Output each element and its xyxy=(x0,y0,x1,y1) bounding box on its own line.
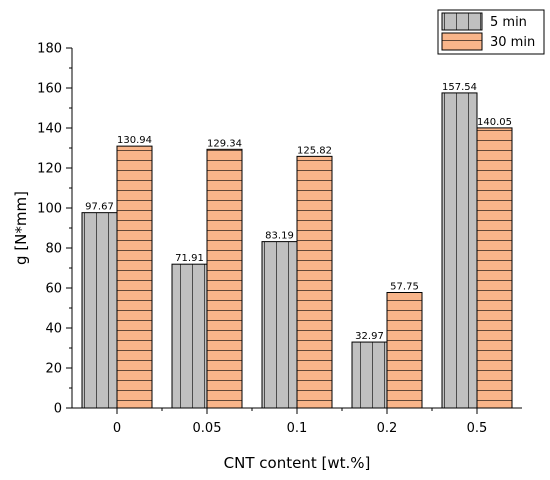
bar-series1-0.5 xyxy=(442,93,477,408)
bar-series2-0 xyxy=(117,146,152,408)
data-label: 57.75 xyxy=(390,282,419,293)
y-tick-label: 140 xyxy=(37,122,62,137)
data-label: 157.54 xyxy=(442,82,477,93)
legend-swatch xyxy=(442,13,482,30)
data-label: 71.91 xyxy=(175,253,204,264)
data-label: 140.05 xyxy=(477,117,512,128)
x-tick-label: 0.5 xyxy=(467,421,488,436)
plot-area: 97.67 130.94 71.91 129.34 83.19 125.82 32.97 57… xyxy=(82,82,512,408)
bar-series2-0.2 xyxy=(387,293,422,409)
data-label: 97.67 xyxy=(85,202,114,213)
y-tick-label: 80 xyxy=(45,242,62,257)
legend-label: 30 min xyxy=(490,35,535,50)
bar-series1-0.05 xyxy=(172,264,207,408)
legend-swatch xyxy=(442,33,482,50)
y-tick-label: 160 xyxy=(37,82,62,97)
data-label: 83.19 xyxy=(265,231,294,242)
y-tick-label: 20 xyxy=(45,362,62,377)
x-tick-label: 0.05 xyxy=(193,421,222,436)
bar-series2-0.1 xyxy=(297,156,332,408)
data-label: 125.82 xyxy=(297,145,332,156)
y-tick-label: 120 xyxy=(37,162,62,177)
y-tick-label: 180 xyxy=(37,42,62,57)
y-axis-title: g [N*mm] xyxy=(12,191,30,265)
data-label: 130.94 xyxy=(117,135,152,146)
bar-series2-0.05 xyxy=(207,149,242,408)
y-tick-label: 100 xyxy=(37,202,62,217)
bar-series2-0.5 xyxy=(477,128,512,408)
bar-series1-0.2 xyxy=(352,342,387,408)
y-tick-label: 60 xyxy=(45,282,62,297)
data-label: 32.97 xyxy=(355,331,384,342)
legend-label: 5 min xyxy=(490,15,527,30)
x-tick-label: 0 xyxy=(113,421,121,436)
legend: 5 min 30 min xyxy=(438,10,544,54)
data-label: 129.34 xyxy=(207,138,242,149)
bar-series1-0.1 xyxy=(262,242,297,408)
y-tick-label: 0 xyxy=(54,402,62,417)
x-tick-label: 0.2 xyxy=(377,421,398,436)
x-tick-label: 0.1 xyxy=(287,421,308,436)
bar-series1-0 xyxy=(82,213,117,408)
x-axis-title: CNT content [wt.%] xyxy=(224,454,371,472)
y-tick-label: 40 xyxy=(45,322,62,337)
